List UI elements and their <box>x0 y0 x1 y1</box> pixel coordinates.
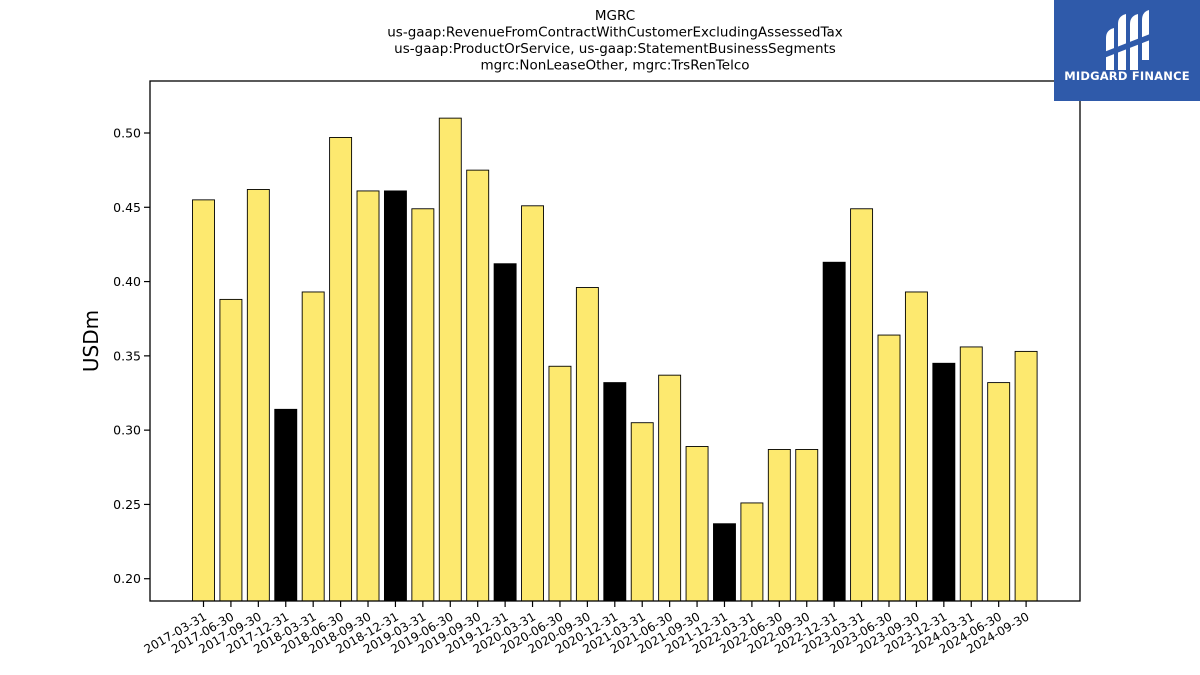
bar <box>685 446 709 602</box>
bar <box>548 365 572 602</box>
y-tick-label: 0.25 <box>113 497 141 512</box>
bar <box>713 523 736 602</box>
bar <box>932 362 956 602</box>
bar <box>767 449 791 602</box>
bar <box>274 408 298 602</box>
bar <box>438 117 462 602</box>
chart-title-line: us-gaap:RevenueFromContractWithCustomerE… <box>387 25 843 41</box>
bar <box>383 190 407 602</box>
bar <box>795 449 819 602</box>
y-tick-label: 0.50 <box>113 126 141 141</box>
bar <box>301 291 325 602</box>
bar <box>987 382 1011 602</box>
chart-title-line: MGRC <box>595 8 635 24</box>
bar <box>329 137 353 602</box>
y-tick-label: 0.40 <box>113 274 141 289</box>
bar <box>630 422 654 602</box>
brand-logo: MIDGARD FINANCE <box>1054 0 1200 101</box>
chart-title-line: us-gaap:ProductOrService, us-gaap:Statem… <box>394 41 836 57</box>
bar <box>822 261 846 602</box>
x-axis: 2017-03-312017-06-302017-09-302017-12-31… <box>142 601 1032 656</box>
midgard-logo-icon <box>1104 10 1150 70</box>
bar <box>959 346 983 602</box>
chart-title: MGRCus-gaap:RevenueFromContractWithCusto… <box>387 8 843 74</box>
bar <box>192 199 215 602</box>
brand-logo-text: MIDGARD FINANCE <box>1064 69 1190 83</box>
plot-frame <box>149 80 1081 602</box>
bar <box>411 208 435 602</box>
bar <box>877 334 901 602</box>
y-axis-label: USDm <box>79 310 103 372</box>
bar <box>603 382 627 602</box>
bar <box>658 374 682 602</box>
chart-title-line: mgrc:NonLeaseOther, mgrc:TrsRenTelco <box>480 58 749 74</box>
bar <box>850 208 874 602</box>
bar <box>521 205 544 602</box>
bars-group <box>192 117 1038 602</box>
bar <box>740 502 764 602</box>
y-axis: 0.20 0.25 0.30 0.35 0.40 0.45 0.50 <box>113 126 150 586</box>
bar <box>1014 350 1038 602</box>
bar <box>356 190 380 602</box>
bar <box>904 291 928 602</box>
y-tick-label: 0.35 <box>113 348 141 363</box>
y-tick-label: 0.20 <box>113 571 141 586</box>
bar <box>466 169 490 602</box>
bar <box>219 298 243 602</box>
bar <box>493 263 517 602</box>
y-tick-label: 0.30 <box>113 423 141 438</box>
bar <box>246 189 270 602</box>
y-tick-label: 0.45 <box>113 200 141 215</box>
bar <box>575 287 599 602</box>
